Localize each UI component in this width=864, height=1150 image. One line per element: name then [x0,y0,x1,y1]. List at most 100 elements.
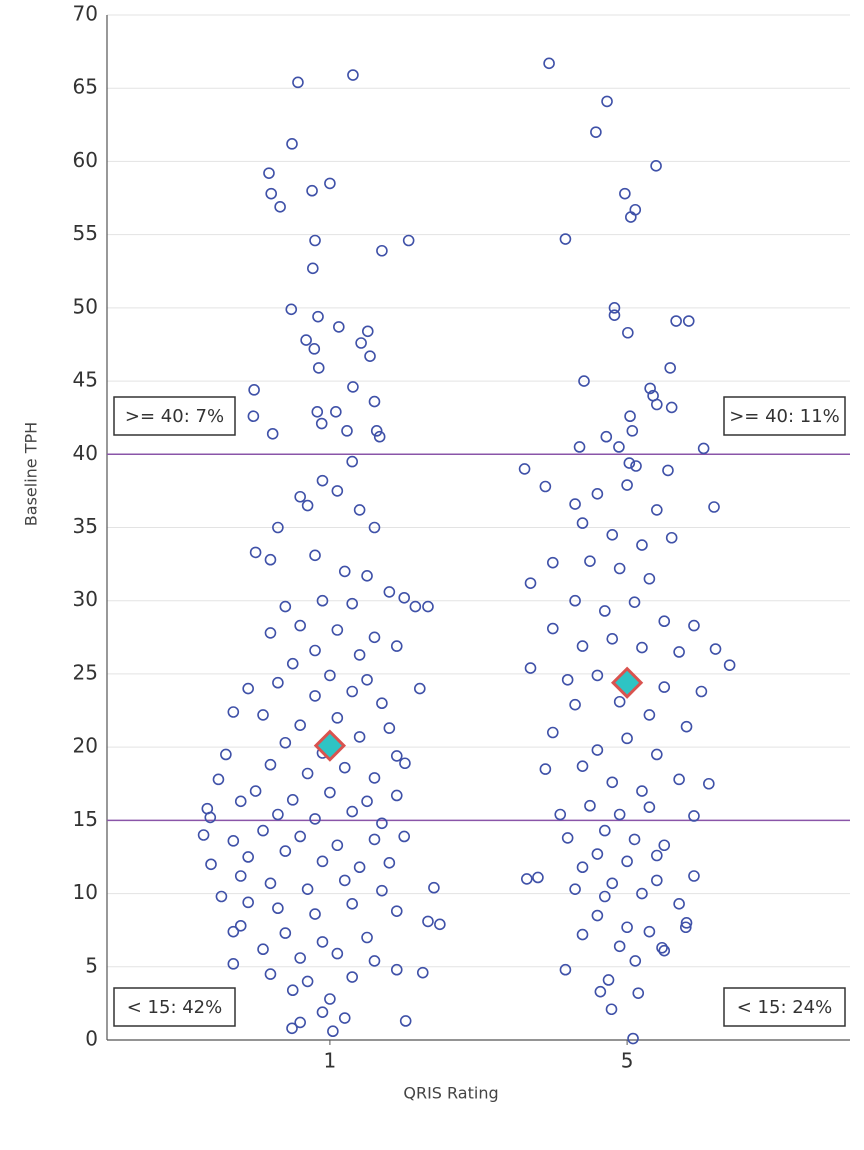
data-point [361,795,373,808]
data-point [673,646,685,658]
data-point [416,966,429,979]
data-point [338,761,351,774]
y-tick-label: 35 [73,514,98,538]
data-point [629,955,642,967]
data-point [624,410,636,423]
data-point [309,549,321,562]
data-point [626,425,639,437]
data-point [264,553,277,566]
data-point [355,337,367,349]
data-point [307,262,319,275]
data-point [368,631,381,644]
data-point [591,744,604,756]
data-point [546,556,559,569]
data-point [316,1006,329,1018]
data-point [294,719,306,731]
data-point [651,748,663,761]
data-point [383,586,396,598]
data-point [532,871,544,884]
data-point [308,343,321,355]
data-point [651,849,663,862]
data-point [688,619,700,632]
data-point [679,921,692,934]
data-point [591,848,604,860]
data-point [619,187,631,200]
data-point [576,640,589,652]
data-point [376,817,388,830]
data-point [309,813,321,825]
data-point [576,928,589,941]
data-point [341,425,353,437]
data-point [600,430,613,443]
data-point [353,504,366,516]
y-tick-label: 15 [73,807,98,831]
data-point [376,697,388,710]
data-point [330,406,342,418]
data-point [621,921,633,934]
data-point [656,941,668,954]
data-point [331,947,344,960]
data-point [680,917,693,929]
data-point [309,644,321,657]
data-point [294,1016,306,1029]
data-point [658,944,671,957]
data-point [599,605,611,617]
data-point [402,234,415,247]
data-point [688,810,700,822]
data-point [636,641,648,654]
data-point [643,709,656,721]
data-point [650,160,662,172]
data-point [613,695,626,708]
data-point [606,877,619,890]
data-point [658,681,671,693]
y-tick-label: 55 [73,221,98,245]
data-point [390,963,403,976]
data-point [428,881,440,894]
data-point [569,883,581,895]
data-point [301,883,314,895]
data-point [279,845,292,857]
data-point [594,985,607,998]
data-point [658,839,671,852]
data-point [636,539,648,551]
data-point [346,455,358,468]
data-point [644,382,656,395]
annotation-box [113,987,236,1027]
data-point [390,789,403,802]
data-point [584,799,596,812]
data-point [257,943,269,956]
data-point [324,786,336,799]
data-point [621,732,633,745]
data-point [227,835,240,847]
data-point [390,750,403,762]
data-point [346,971,358,983]
data-point [242,682,254,695]
data-point [636,785,648,797]
data-point [613,441,625,453]
data-point [518,463,531,475]
data-point [682,315,695,327]
data-point [364,350,376,362]
data-point [584,555,596,567]
data-point [294,830,306,843]
mean-marker [313,729,347,762]
data-point [602,974,615,986]
data-point [723,659,736,671]
data-point [524,577,537,589]
data-point [331,839,344,852]
data-point [312,362,325,374]
data-point [576,517,589,529]
data-point [353,731,366,743]
mean-marker [610,666,644,699]
data-point [576,760,589,772]
data-point [414,682,426,695]
data-point [643,572,656,585]
data-point [383,722,396,734]
data-point [625,211,637,223]
data-point [627,1032,639,1045]
data-point [606,529,619,541]
data-point [292,76,304,89]
data-point [591,909,604,922]
data-point [286,794,299,806]
data-point [697,442,710,455]
